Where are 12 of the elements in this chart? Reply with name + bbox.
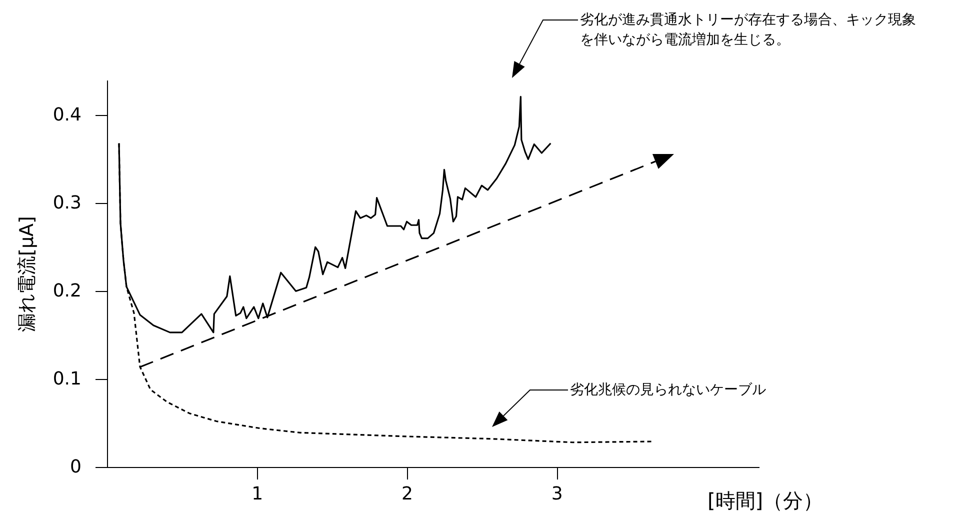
y-tick-label: 0	[70, 456, 82, 478]
y-tick-label: 0.4	[52, 104, 82, 126]
x-tick-label: 1	[252, 484, 264, 504]
text: 劣化が進み貫通水トリーが存在する場合、キック現象を伴いながら電流増加を生じる。	[580, 11, 917, 50]
x-tick-label: 2	[402, 484, 413, 504]
x-axis-title: [時間]（分）	[708, 488, 824, 512]
x-tick-label: 3	[551, 484, 563, 504]
y-tick-label: 0.2	[52, 280, 82, 302]
annotation: 劣化兆候の見られないケーブル	[570, 381, 767, 400]
y-tick-label: 0.3	[52, 192, 82, 214]
y-tick-label: 0.1	[52, 368, 82, 390]
y-axis-title: 漏れ電流[μA]	[16, 216, 38, 332]
